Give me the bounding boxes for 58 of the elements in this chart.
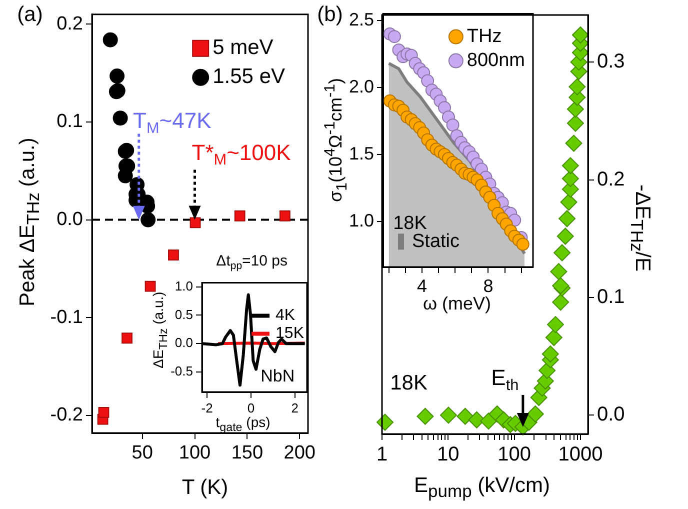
point (446, 118, 460, 132)
annotation: NbN (260, 366, 295, 386)
legend-label: THz (466, 26, 502, 48)
point (140, 212, 156, 228)
y-tick-label: -0.5 (170, 364, 193, 379)
point (516, 238, 530, 251)
x-tick-label: 1000 (558, 444, 603, 466)
legend-label: 1.55 eV (212, 65, 286, 88)
y-tick-label: 0.0 (174, 335, 193, 350)
y-tick-label: 0.3 (597, 50, 625, 73)
point (279, 210, 290, 222)
x-tick-label: 10 (437, 444, 460, 466)
y-tick-label: 0.5 (174, 306, 193, 322)
x-axis-title: t$_{gate}$ (ps) (216, 414, 270, 434)
y-tick-label: 2.0 (348, 76, 374, 96)
y-tick-label: 0.2 (56, 13, 83, 34)
y-tick-label: 0.1 (597, 286, 625, 308)
chart-title: (a) (17, 3, 43, 27)
legend-label: 5 meV (212, 36, 274, 60)
x-tick-label: 50 (132, 442, 153, 464)
point (102, 32, 118, 48)
y-tick-label: 1.5 (348, 143, 374, 164)
point (144, 280, 156, 292)
y-tick-label: 1.0 (348, 210, 374, 230)
point (190, 217, 201, 228)
x-axis-title: ω (meV) (422, 294, 492, 314)
x-tick-label: 200 (284, 442, 316, 464)
y-tick-label: 0.1 (56, 111, 83, 132)
x-axis-title: E$_{pump}$ (kV/cm) (414, 474, 550, 502)
x-tick-label: 150 (231, 442, 264, 464)
legend-label: 800nm (466, 50, 526, 72)
x-tick-label: 1 (376, 444, 388, 466)
y-tick-label: -0.1 (50, 306, 83, 328)
x-axis-title: T (K) (182, 476, 228, 500)
x-tick-label: 100 (498, 444, 531, 466)
y-tick-label: 0.0 (597, 404, 625, 426)
x-tick-label: -2 (201, 400, 213, 416)
legend-label: 4K (276, 307, 296, 324)
point (122, 332, 132, 344)
point (98, 407, 110, 418)
x-tick-label: 8 (483, 276, 494, 296)
y-tick-label: 1.0 (174, 278, 193, 294)
point (234, 210, 246, 222)
y-tick-label: 0.2 (597, 168, 625, 190)
point (388, 30, 401, 44)
y-tick-label: 2.5 (348, 9, 374, 30)
legend-label: 15K (276, 325, 304, 342)
y-tick-label: 0.0 (56, 209, 83, 230)
y-tick-label: -0.2 (50, 404, 83, 426)
x-tick-label: 0 (247, 400, 255, 416)
x-tick-label: 2 (291, 400, 299, 416)
annotation: 18K (390, 372, 428, 395)
point (110, 68, 125, 84)
point (168, 250, 179, 260)
chart-title: (b) (317, 3, 343, 27)
point (112, 110, 128, 126)
x-tick-label: 4 (416, 276, 427, 296)
x-tick-label: 100 (178, 442, 211, 464)
